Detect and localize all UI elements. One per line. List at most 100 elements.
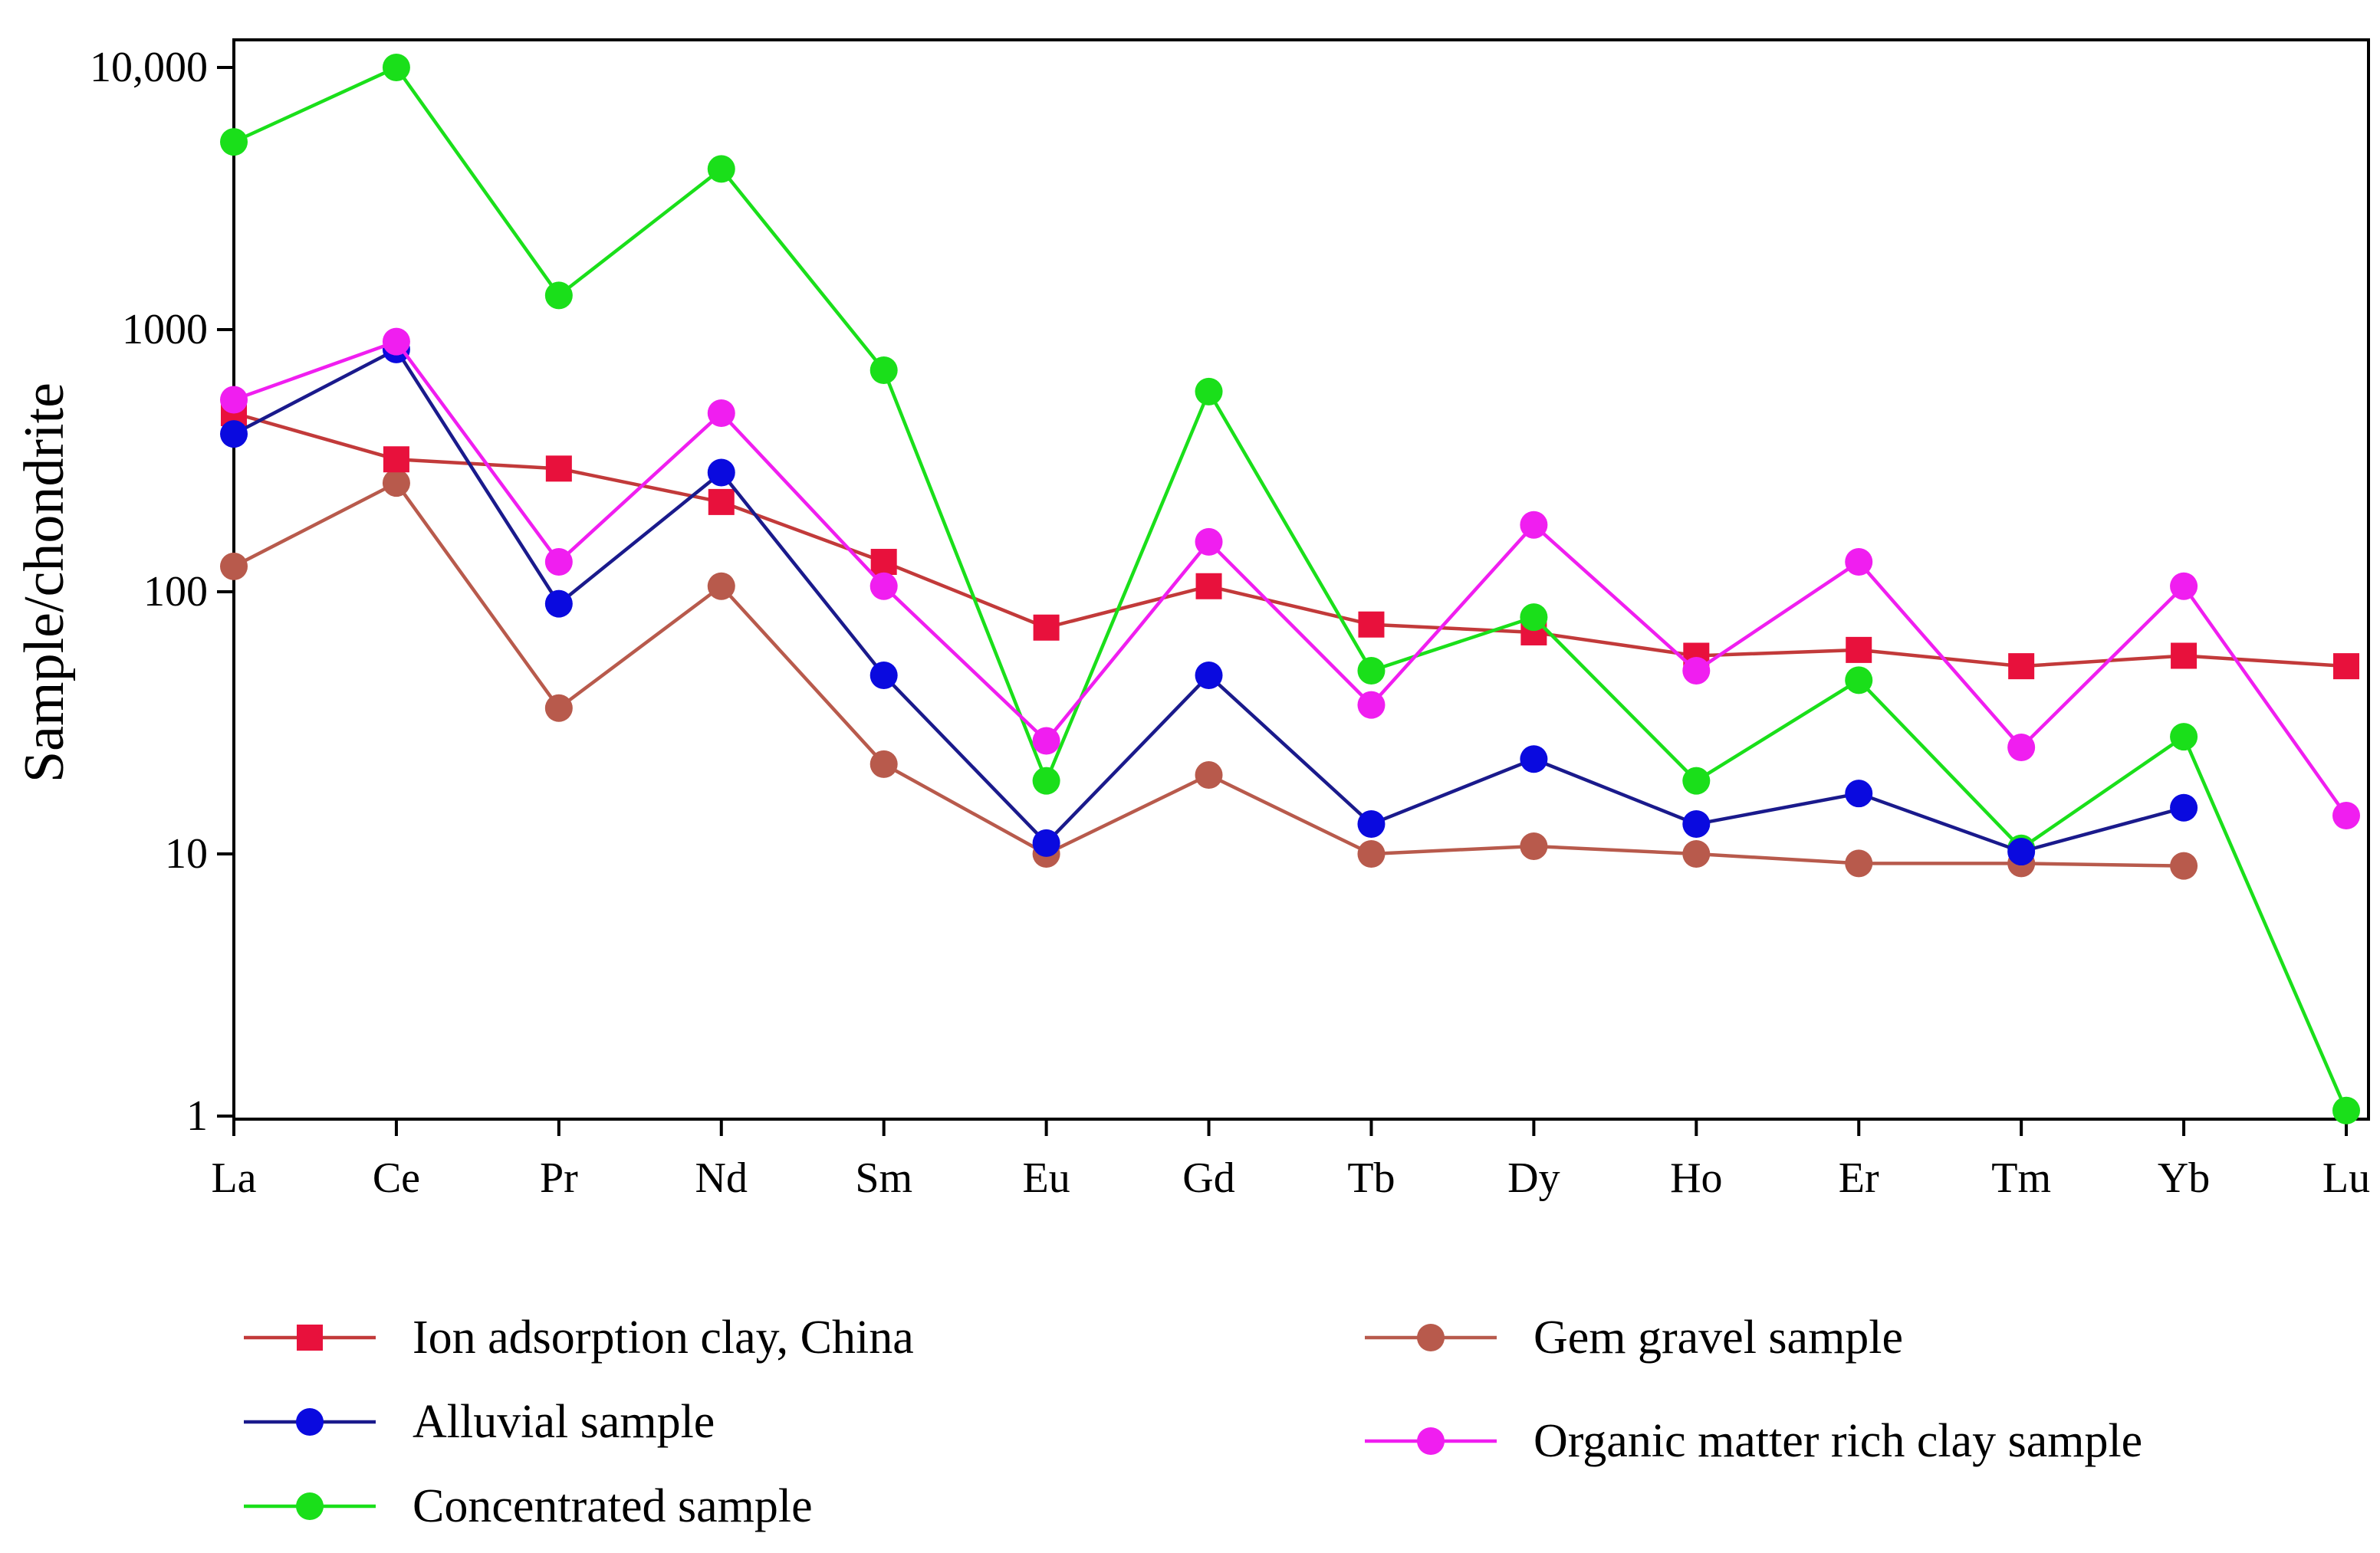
x-tick-label: Pr — [540, 1154, 578, 1202]
data-point — [544, 548, 573, 576]
data-point — [2332, 1096, 2360, 1125]
data-point — [2171, 642, 2198, 669]
data-point — [1682, 656, 1711, 685]
data-point — [544, 694, 573, 722]
x-tick-label: Tm — [1991, 1154, 2051, 1202]
x-tick-label: Sm — [855, 1154, 912, 1202]
x-tick-label: Yb — [2158, 1154, 2210, 1202]
y-tick-label: 10,000 — [90, 44, 208, 91]
data-point — [2333, 653, 2359, 680]
data-point — [220, 552, 248, 580]
data-point — [1195, 662, 1223, 690]
data-point — [383, 446, 409, 473]
legend: Ion adsorption clay, China Alluvial sampl… — [244, 1312, 2142, 1532]
data-point — [544, 281, 573, 310]
data-point — [1520, 603, 1548, 632]
y-tick-label: 1000 — [122, 306, 208, 353]
data-point — [708, 488, 735, 515]
legend-marker — [296, 1408, 324, 1436]
data-point — [707, 572, 735, 600]
data-point — [382, 327, 410, 356]
data-point — [869, 662, 898, 690]
data-point — [707, 399, 735, 428]
legend-item: Alluvial sample — [244, 1396, 715, 1448]
data-point — [220, 386, 248, 414]
data-point — [1845, 780, 1873, 808]
data-point — [2170, 852, 2198, 880]
x-tick-label: Tb — [1347, 1154, 1395, 1202]
data-point — [2170, 793, 2198, 822]
series-organic-matter-rich-clay-sample — [220, 327, 2360, 830]
data-point — [1195, 527, 1223, 556]
data-point — [1033, 614, 1060, 641]
data-point — [1032, 829, 1060, 857]
data-point — [2007, 838, 2036, 866]
legend-marker — [296, 1492, 324, 1520]
data-point — [545, 455, 572, 482]
data-point — [1358, 611, 1385, 638]
data-point — [1682, 810, 1711, 839]
legend-label: Gem gravel sample — [1534, 1312, 1903, 1364]
data-point — [1195, 573, 1222, 599]
data-point — [382, 469, 410, 497]
data-point — [1357, 691, 1386, 719]
data-point — [220, 128, 248, 156]
data-point — [1520, 745, 1548, 773]
data-point — [1682, 767, 1711, 795]
y-tick-label: 100 — [143, 568, 208, 616]
legend-marker — [1417, 1324, 1445, 1351]
x-tick-label: Nd — [695, 1154, 748, 1202]
data-point — [1357, 840, 1386, 868]
legend-marker — [297, 1325, 323, 1351]
data-point — [1682, 840, 1711, 868]
x-tick-label: Eu — [1023, 1154, 1070, 1202]
data-point — [2170, 572, 2198, 600]
data-point — [869, 572, 898, 600]
data-point — [1845, 849, 1873, 878]
y-axis-title: Sample/chondrite — [13, 383, 76, 783]
x-tick-label: Lu — [2322, 1154, 2370, 1202]
legend-label: Organic matter rich clay sample — [1534, 1415, 2142, 1467]
data-point — [1520, 511, 1548, 539]
data-point — [2170, 723, 2198, 751]
data-point — [707, 155, 735, 183]
legend-item: Gem gravel sample — [1365, 1312, 1903, 1364]
x-tick-label: La — [211, 1154, 256, 1202]
series-alluvial-sample — [220, 335, 2198, 866]
data-point — [870, 549, 897, 576]
x-tick-label: Ho — [1670, 1154, 1722, 1202]
y-axis: 1 10 100 1000 10,000 — [90, 44, 234, 1140]
data-point — [869, 356, 898, 384]
series-line — [233, 411, 2347, 668]
data-point — [1357, 810, 1386, 839]
x-axis: La Ce Pr Nd Sm Eu Gd Tb Dy Ho Er Tm Yb Lu — [211, 1119, 2370, 1202]
data-point — [1357, 656, 1386, 685]
y-tick-label: 1 — [186, 1092, 208, 1140]
data-point — [544, 589, 573, 618]
data-point — [707, 458, 735, 487]
data-point — [220, 420, 248, 448]
data-point — [2007, 733, 2036, 761]
legend-marker — [1417, 1427, 1445, 1455]
data-point — [1845, 548, 1873, 576]
data-point — [1845, 666, 1873, 694]
data-point — [1032, 767, 1060, 795]
legend-item: Organic matter rich clay sample — [1365, 1415, 2142, 1467]
legend-label: Alluvial sample — [413, 1396, 715, 1448]
plot-frame — [232, 38, 2370, 1121]
data-point — [1032, 727, 1060, 755]
data-point — [1195, 377, 1223, 405]
x-tick-label: Dy — [1507, 1154, 1560, 1202]
legend-label: Ion adsorption clay, China — [413, 1312, 914, 1364]
legend-item: Concentrated sample — [244, 1480, 813, 1532]
data-point — [2008, 653, 2035, 680]
data-point — [1846, 636, 1872, 663]
series-line — [233, 340, 2348, 817]
series-concentrated-sample — [220, 54, 2360, 1125]
legend-label: Concentrated sample — [413, 1480, 813, 1532]
data-point — [1520, 832, 1548, 860]
x-tick-label: Ce — [373, 1154, 420, 1202]
series-line — [233, 65, 2349, 1111]
